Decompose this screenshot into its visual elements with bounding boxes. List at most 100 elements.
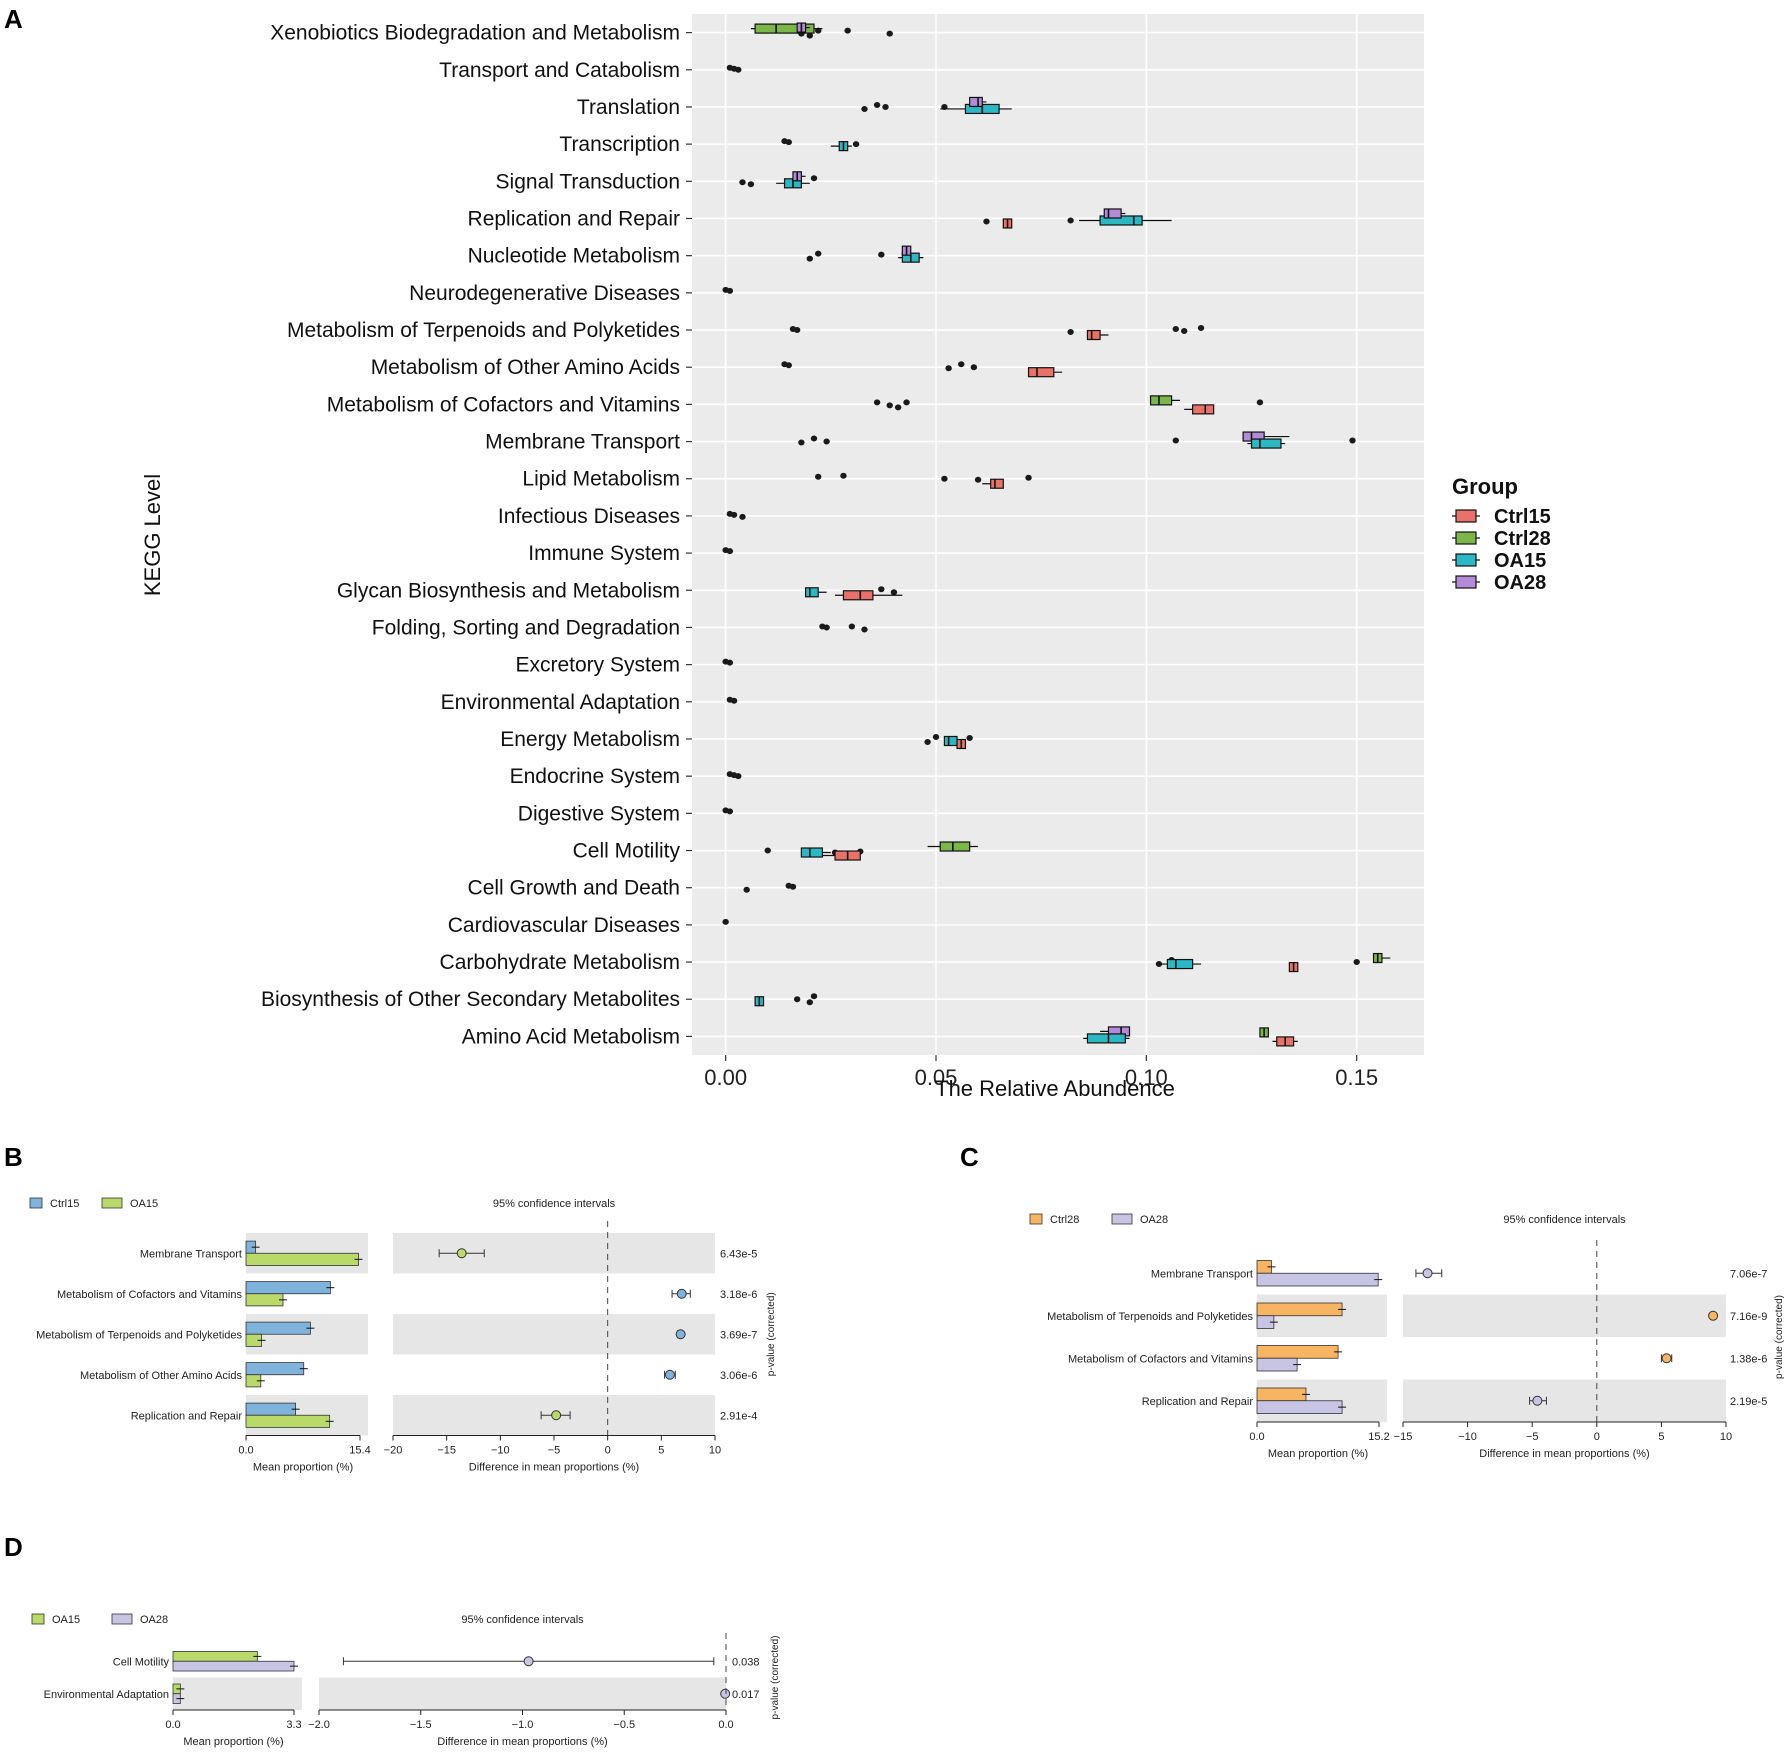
mean-bar-second [245,1252,359,1266]
y-category-label: Replication and Repair [468,207,680,230]
legend-label-ctrl28: Ctrl28 [1494,528,1551,550]
diff-point [1708,1310,1719,1321]
outlier-point [1256,399,1264,406]
y-category-label: Transcription [559,133,680,156]
diff-axis-tick-label: −0.5 [613,1719,635,1731]
box-oa15 [1086,1033,1126,1044]
outlier-point [1067,329,1074,336]
diff-axis-title: Difference in mean proportions (%) [437,1736,607,1748]
diff-axis-tick-label: 10 [709,1445,721,1457]
category-label: Metabolism of Other Amino Acids [80,1370,243,1382]
legend-label-ctrl15: Ctrl15 [1494,506,1551,528]
x-tick-label: 0.15 [1335,1065,1378,1090]
y-category-label: Cardiovascular Diseases [448,914,680,937]
outlier-point [873,101,881,108]
row-stripe [1403,1294,1726,1337]
y-category-label: Folding, Sorting and Degradation [372,616,680,639]
outlier-point [739,513,746,520]
legend-swatch-first [1029,1213,1043,1225]
box-ctrl28 [754,23,815,34]
legend-swatch-second [111,1613,133,1625]
category-label: Metabolism of Cofactors and Vitamins [57,1289,243,1301]
diff-axis-tick-label: 5 [1658,1431,1664,1443]
diff-point [1532,1395,1543,1406]
row-stripe [319,1677,726,1710]
mean-bar-second [1256,1272,1379,1287]
diff-axis-tick-label: −5 [548,1445,561,1457]
y-category-label: Translation [577,96,680,119]
p-value-label: 6.43e-5 [720,1248,757,1260]
box-oa28 [1103,208,1122,219]
outlier-point [1181,328,1188,335]
outlier-point [1172,326,1179,333]
category-label: Metabolism of Terpenoids and Polyketides [1047,1311,1253,1323]
diff-axis-tick-label: −1.0 [512,1719,534,1731]
diff-point [676,1288,687,1299]
y-category-label: Xenobiotics Biodegradation and Metabolis… [270,22,680,45]
outlier-point [852,141,860,148]
plot-panel-background [692,14,1424,1055]
box-oa15 [1250,438,1282,449]
p-value-label: 1.38e-6 [1730,1353,1767,1365]
box-ctrl15 [1086,329,1101,341]
category-label: Membrane Transport [1151,1268,1253,1280]
row-stripe [173,1677,302,1710]
outlier-point [815,250,822,257]
outlier-point [722,286,729,293]
mean-bar-second [245,1414,331,1428]
bar-axis-tick-label: 15.2 [1368,1431,1389,1443]
p-value-label: 2.91e-4 [720,1410,757,1422]
outlier-point [1353,959,1360,966]
diff-axis-tick-label: −5 [1526,1431,1539,1443]
outlier-point [735,773,742,780]
y-category-label: Metabolism of Other Amino Acids [371,356,680,379]
category-label: Replication and Repair [1142,1396,1254,1408]
bar-axis-tick-label: 3.3 [286,1719,301,1731]
y-category-label: Digestive System [518,802,680,825]
diff-axis-tick-label: −10 [1458,1431,1477,1443]
outlier-point [873,399,881,406]
outlier-point [886,402,893,409]
y-category-label: Neurodegenerative Diseases [409,282,680,305]
p-value-label: 2.19e-5 [1730,1396,1767,1408]
y-category-label: Energy Metabolism [500,728,680,751]
y-category-label: Infectious Diseases [498,505,680,528]
diff-axis-tick-label: −1.5 [410,1719,432,1731]
outlier-point [730,697,738,704]
outlier-point [815,473,822,480]
outlier-point [726,659,734,666]
legend-key-oa28 [1455,575,1477,589]
legend-title: Group [1452,474,1518,499]
outlier-point [958,361,965,368]
legend-label-first: Ctrl28 [1050,1214,1079,1226]
y-category-label: Endocrine System [510,765,680,788]
category-label: Replication and Repair [131,1410,243,1422]
p-value-label: 7.06e-7 [1730,1268,1767,1280]
ci-title: 95% confidence intervals [1503,1214,1626,1226]
diff-point [1661,1353,1672,1364]
y-category-label: Nucleotide Metabolism [468,245,680,268]
box-oa15 [1166,958,1194,970]
outlier-point [932,733,940,740]
legend-swatch-second [1111,1213,1133,1225]
mean-bar-second [1256,1400,1343,1414]
outlier-point [1349,437,1356,444]
y-category-label: Metabolism of Terpenoids and Polyketides [287,319,680,342]
category-label: Environmental Adaptation [44,1689,169,1701]
outlier-point [966,734,973,741]
y-category-label: Metabolism of Cofactors and Vitamins [327,393,680,416]
diff-point [551,1410,562,1421]
legend-label-second: OA28 [140,1614,168,1626]
panel-a-boxplot: 0.00 0.05 0.10 0.15 Xenobiotics Biodegradati… [140,14,1551,1101]
box-ctrl15 [990,478,1004,489]
bar-axis-title: Mean proportion (%) [1268,1448,1368,1460]
legend-label-oa28: OA28 [1494,572,1546,594]
ci-title: 95% confidence intervals [493,1198,616,1210]
diff-axis-tick-label: 0 [605,1445,611,1457]
mean-bar-first [1256,1302,1343,1317]
outlier-point [903,399,910,406]
outlier-point [1197,325,1205,332]
outlier-point [793,996,801,1003]
outlier-point [735,66,742,73]
